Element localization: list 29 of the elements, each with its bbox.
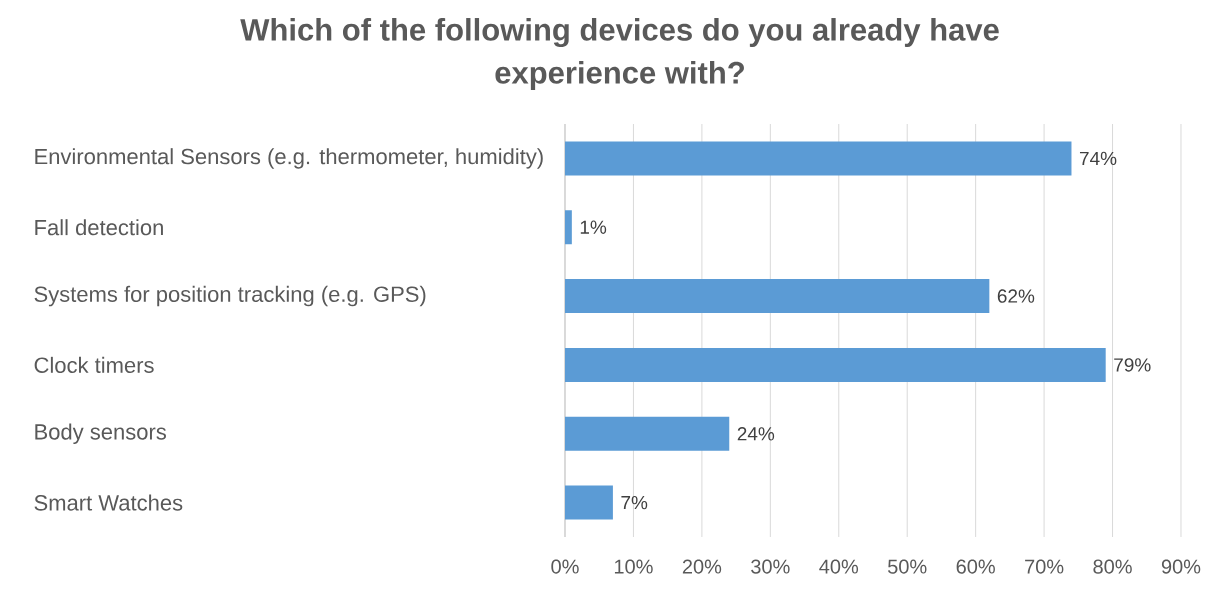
x-tick-label: 30% — [751, 559, 790, 574]
bar — [565, 416, 730, 451]
x-tick-label: 10% — [614, 559, 653, 574]
chart-title: Which of the following devices do you already have experience with? — [240, 18, 999, 90]
x-tick-label: 40% — [819, 559, 859, 574]
y-tick-label: Smart Watches — [34, 494, 183, 511]
bar — [565, 210, 572, 245]
bar — [565, 485, 613, 520]
bar — [565, 141, 1072, 176]
y-tick-label: Environmental Sensors (e.g. thermometer, humidity) — [35, 148, 543, 169]
x-tick-label: 0% — [551, 559, 579, 574]
x-tick-label: 90% — [1161, 559, 1201, 574]
y-tick-label: Fall detection — [35, 219, 163, 236]
x-tick-label: 20% — [682, 559, 722, 574]
data-label: 24% — [737, 427, 775, 441]
y-tick-label: Clock timers — [34, 356, 154, 373]
x-tick-label: 60% — [956, 559, 995, 574]
data-label: 7% — [621, 495, 648, 510]
y-tick-label: Body sensors — [35, 423, 166, 444]
bar — [565, 279, 990, 314]
data-label: 62% — [997, 289, 1035, 303]
data-label: 79% — [1114, 358, 1151, 372]
bar — [565, 347, 1106, 382]
data-label: 74% — [1079, 151, 1117, 166]
y-tick-label: Systems for position tracking (e.g. GPS) — [34, 285, 426, 307]
x-tick-label: 50% — [888, 559, 927, 574]
x-tick-label: 70% — [1025, 559, 1064, 574]
x-tick-label: 80% — [1093, 559, 1132, 574]
data-label: 1% — [580, 220, 607, 234]
